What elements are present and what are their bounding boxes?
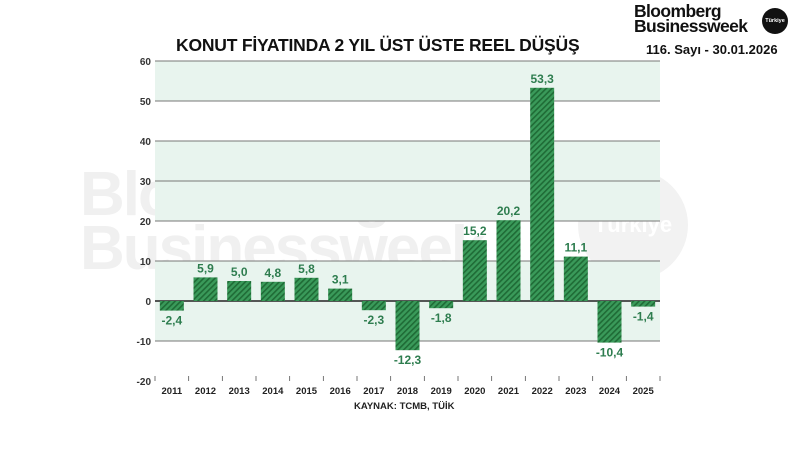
x-tick-label: 2014 <box>262 386 284 397</box>
value-label: 20,2 <box>497 204 521 218</box>
y-tick-label: 40 <box>140 137 152 148</box>
value-label: 5,8 <box>298 262 315 276</box>
x-tick-label: 2017 <box>363 386 384 397</box>
y-tick-label: 20 <box>140 217 152 228</box>
x-tick-label: 2023 <box>565 386 586 397</box>
bar-2022 <box>530 87 555 301</box>
band <box>155 61 660 101</box>
y-tick-label: 50 <box>140 97 152 108</box>
source-note: KAYNAK: TCMB, TÜİK <box>354 401 455 412</box>
bars: -2,4 5,9 5,0 4,8 5,8 3,1 -2,3 -12,3 -1,8 15,2 20,2… <box>159 72 656 367</box>
bar-2017 <box>361 301 386 311</box>
brand-line2: Businessweek <box>634 16 748 36</box>
x-tick-label: 2013 <box>229 386 250 397</box>
x-tick-label: 2022 <box>532 386 553 397</box>
value-label: -10,4 <box>596 346 624 360</box>
bar-2015 <box>294 277 319 301</box>
value-label: -1,4 <box>633 310 654 324</box>
y-tick-label: -20 <box>137 377 152 388</box>
brand-logo: Bloomberg Businessweek <box>634 1 748 36</box>
bar-2012 <box>193 277 218 301</box>
x-tick-label: 2021 <box>498 386 520 397</box>
y-tick-label: 0 <box>145 297 151 308</box>
bar-2020 <box>462 240 487 301</box>
y-tick-label: -10 <box>137 337 152 348</box>
brand-badge-text: Türkiye <box>765 18 785 24</box>
x-tick-label: 2016 <box>330 386 351 397</box>
issue-info: 116. Sayı - 30.01.2026 <box>646 42 778 57</box>
chart-title: KONUT FİYATINDA 2 YIL ÜST ÜSTE REEL DÜŞÜ… <box>176 35 580 55</box>
value-label: 5,0 <box>231 265 248 279</box>
x-tick-label: 2019 <box>431 386 452 397</box>
y-axis-ticks: 60 50 40 30 20 10 0 -10 -20 <box>137 57 152 388</box>
value-label: 4,8 <box>264 266 281 280</box>
bar-2021 <box>496 220 521 301</box>
value-label: 11,1 <box>564 241 587 255</box>
brand-badge: Türkiye <box>762 8 788 34</box>
x-tick-label: 2018 <box>397 386 418 397</box>
x-tick-label: 2015 <box>296 386 318 397</box>
x-tick-label: 2011 <box>162 386 183 397</box>
value-label: 3,1 <box>332 273 349 287</box>
brand-line1: Bloomberg <box>634 1 722 21</box>
x-tick-label: 2025 <box>633 386 655 397</box>
bar-2016 <box>328 288 353 301</box>
bar-2018 <box>395 301 420 351</box>
y-tick-label: 60 <box>140 57 152 68</box>
value-label: -12,3 <box>394 353 422 367</box>
x-tick-label: 2012 <box>195 386 216 397</box>
y-tick-label: 10 <box>140 257 152 268</box>
value-label: 15,2 <box>463 224 487 238</box>
x-tick-label: 2024 <box>599 386 621 397</box>
value-label: -1,8 <box>431 311 452 325</box>
x-axis: 2011 2012 2013 2014 2015 2016 2017 2018 2019 2020… <box>154 376 661 397</box>
bar-2013 <box>227 281 252 301</box>
bar-2019 <box>429 301 454 309</box>
value-label: 5,9 <box>197 261 214 275</box>
value-label: -2,4 <box>161 314 182 328</box>
bar-2011 <box>159 301 184 311</box>
bar-2024 <box>597 301 622 343</box>
x-tick-label: 2020 <box>464 386 485 397</box>
bar-2025 <box>631 301 656 307</box>
bar-2023 <box>563 256 588 301</box>
value-label: -2,3 <box>363 313 384 327</box>
bar-2014 <box>260 281 285 301</box>
value-label: 53,3 <box>530 72 554 86</box>
y-tick-label: 30 <box>140 177 152 188</box>
